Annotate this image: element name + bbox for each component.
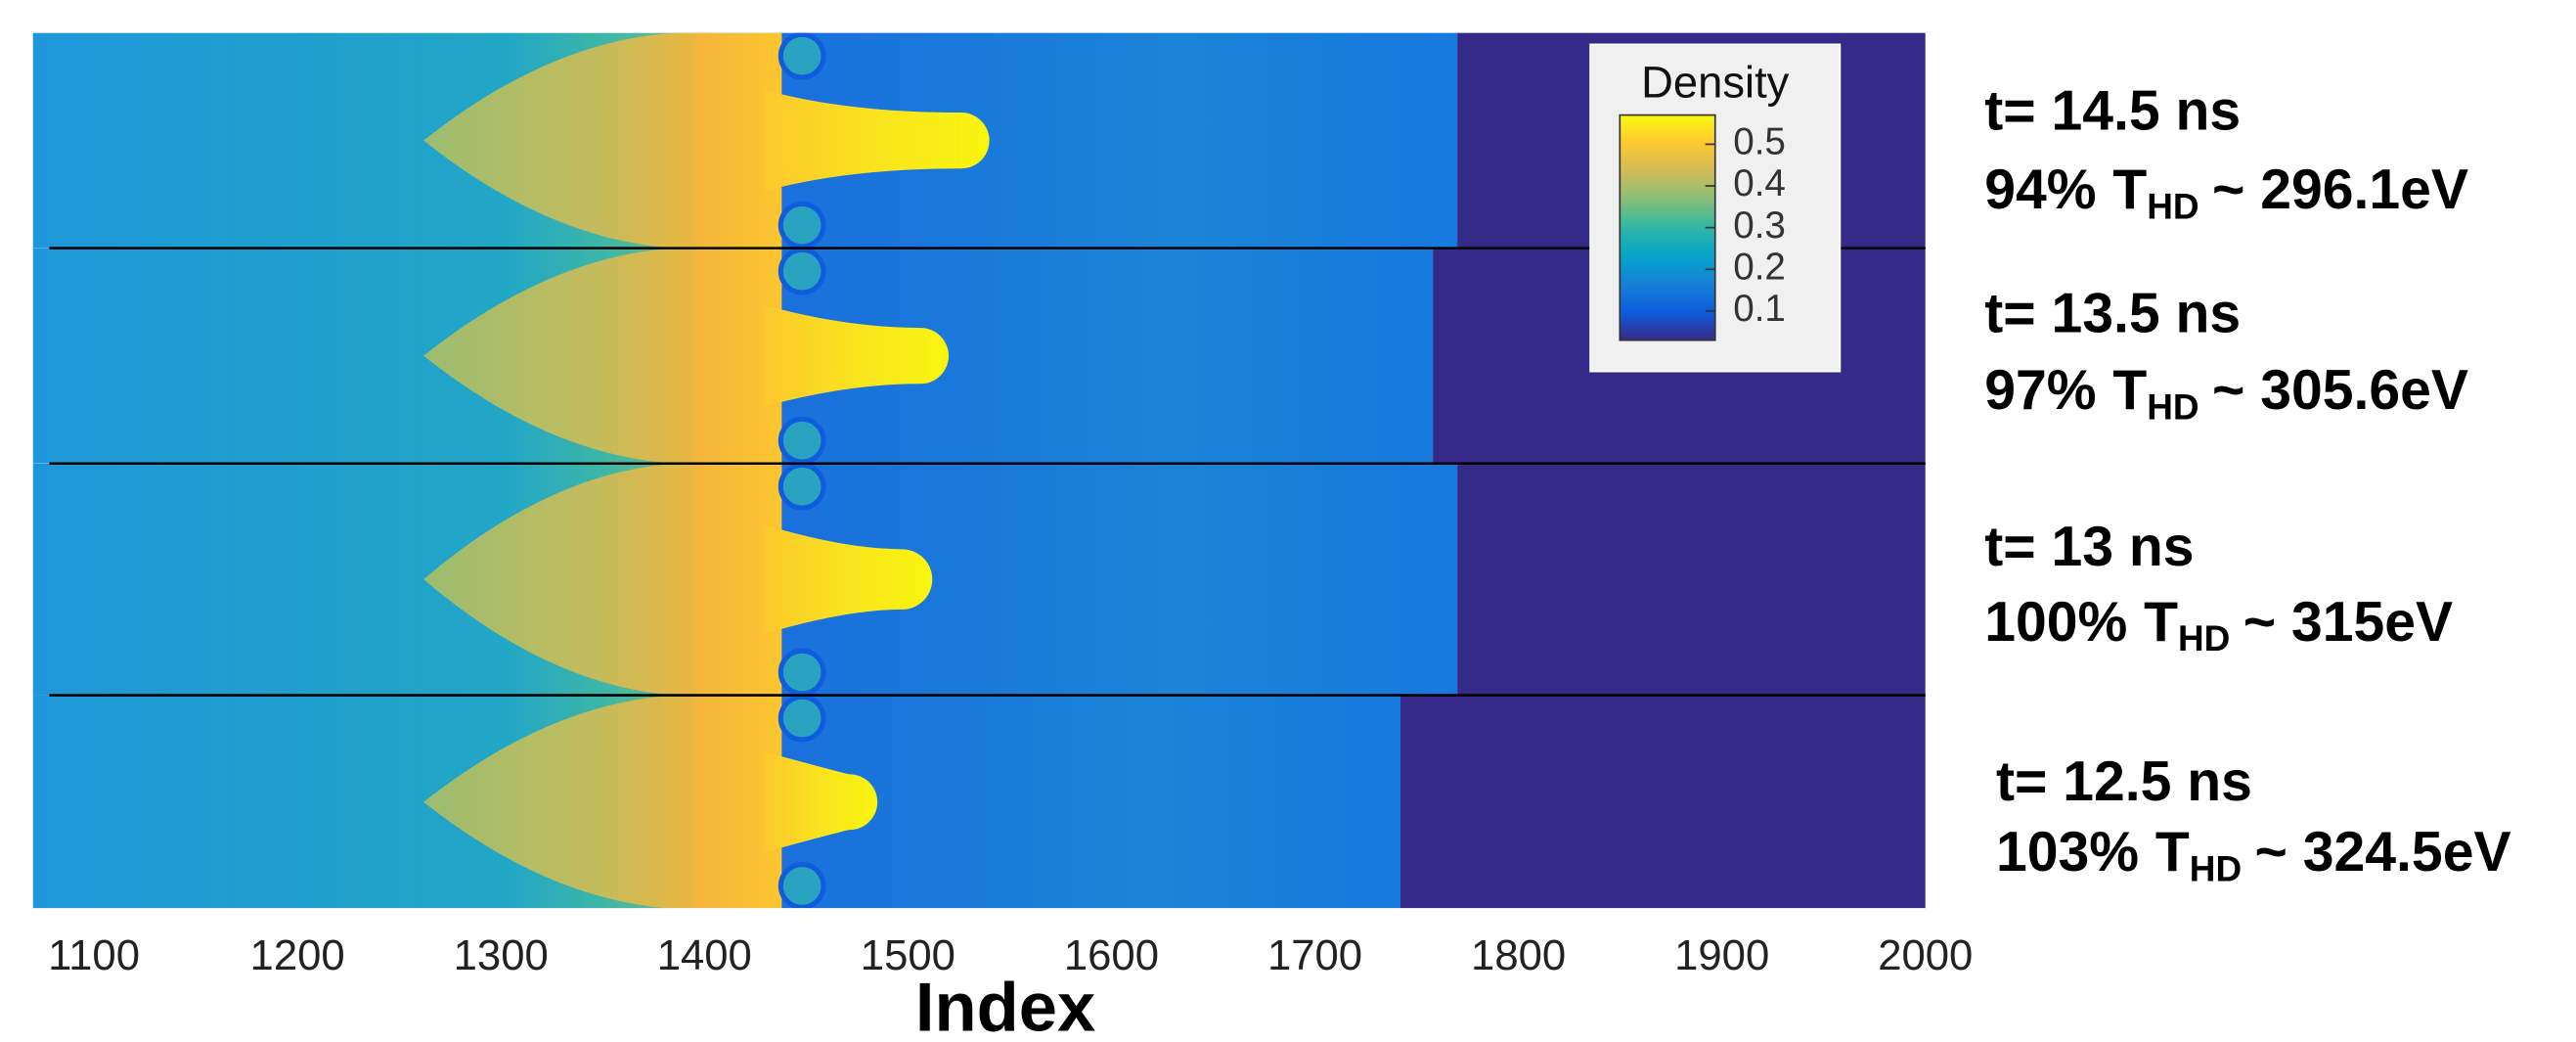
density-jet — [765, 90, 990, 192]
shock-front — [1457, 463, 1926, 696]
temperature: ~ 324.5eV — [2255, 821, 2511, 883]
temperature: ~ 315eV — [2243, 591, 2453, 654]
symbol: T — [2144, 591, 2178, 654]
x-axis-label: Index — [915, 968, 1095, 1042]
panel-temperature: 97% THD ~ 305.6eV — [1984, 359, 2468, 427]
panel-temperature: 100% THD ~ 315eV — [1984, 591, 2453, 658]
x-tick-label: 1600 — [1064, 931, 1159, 979]
subscript: HD — [2190, 848, 2242, 888]
density-jet — [765, 524, 933, 634]
percent: 100% — [1984, 591, 2127, 654]
temperature: ~ 305.6eV — [2212, 359, 2468, 422]
vortex — [777, 695, 826, 743]
x-tick-label: 1100 — [48, 931, 140, 979]
subscript: HD — [2147, 386, 2198, 427]
density-panel — [32, 463, 1926, 696]
subscript: HD — [2178, 618, 2230, 658]
vortex — [777, 416, 826, 464]
panel-temperature: 103% THD ~ 324.5eV — [1996, 821, 2511, 888]
x-tick-label: 1300 — [454, 931, 549, 979]
density-panel — [32, 695, 1926, 909]
density-lens — [423, 695, 715, 909]
shock-front — [1399, 695, 1926, 909]
panel-time: t= 12.5 ns — [1996, 750, 2252, 813]
percent: 103% — [1996, 821, 2139, 883]
vortex — [777, 862, 826, 909]
density-jet — [765, 751, 878, 852]
x-tick-label: 1900 — [1674, 931, 1769, 979]
panel-time: t= 13.5 ns — [1984, 282, 2241, 344]
density-jet — [765, 305, 949, 407]
colorbar-title: Density — [1641, 57, 1790, 107]
density-lens — [423, 32, 715, 249]
panel-time: t= 14.5 ns — [1984, 80, 2241, 143]
x-tick-label: 1200 — [250, 931, 345, 979]
vortex — [777, 32, 826, 80]
colorbar-tick-label: 0.1 — [1733, 288, 1786, 330]
vortex — [777, 463, 826, 511]
vortex — [777, 248, 826, 295]
vortex — [777, 201, 826, 249]
density-lens — [423, 248, 715, 464]
x-tick-label: 1500 — [861, 931, 955, 979]
colorbar-tick-label: 0.5 — [1733, 121, 1786, 163]
symbol: T — [2112, 359, 2147, 422]
temperature: ~ 296.1eV — [2212, 159, 2468, 221]
panel-time: t= 13 ns — [1984, 516, 2194, 578]
panel-temperature: 94% THD ~ 296.1eV — [1984, 159, 2468, 226]
x-tick-label: 1700 — [1267, 931, 1362, 979]
symbol: T — [2155, 821, 2190, 883]
symbol: T — [2112, 159, 2147, 221]
percent: 94% — [1984, 159, 2096, 221]
subscript: HD — [2147, 186, 2198, 226]
colorbar-tick-label: 0.2 — [1733, 246, 1786, 288]
colorbar-tick-label: 0.4 — [1733, 162, 1786, 204]
x-tick-label: 1400 — [657, 931, 752, 979]
low-density-region — [776, 695, 1400, 909]
x-tick-label: 1800 — [1471, 931, 1566, 979]
colorbar — [1619, 113, 1716, 341]
density-lens — [423, 463, 715, 696]
x-tick-label: 2000 — [1878, 931, 1973, 979]
vortex — [777, 648, 826, 696]
colorbar-tick-label: 0.3 — [1733, 204, 1786, 247]
percent: 97% — [1984, 359, 2096, 422]
